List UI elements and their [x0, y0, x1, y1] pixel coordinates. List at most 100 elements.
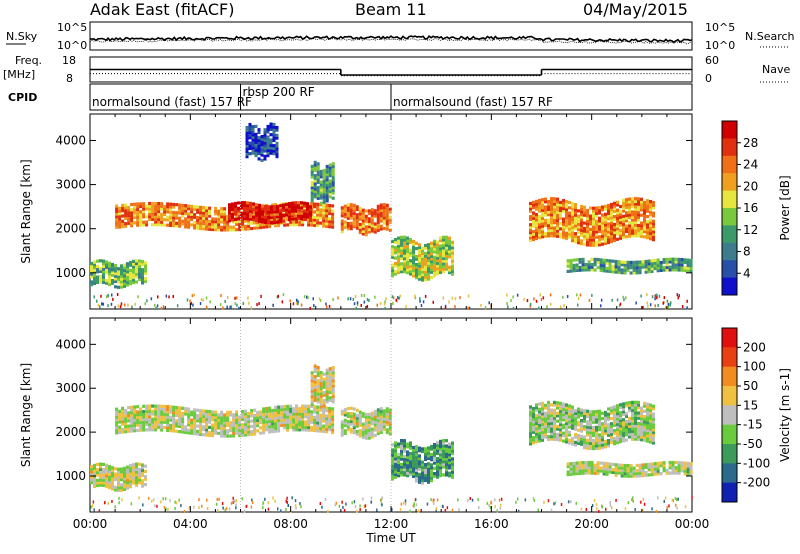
vel-panel-cell — [616, 430, 619, 434]
vel-panel-cell — [550, 421, 553, 425]
power-panel-cell — [196, 208, 200, 212]
vel-panel-cell — [127, 424, 131, 428]
power-panel-cell — [617, 268, 621, 272]
vel-panel-cell — [223, 431, 227, 435]
vel-panel-cell — [235, 426, 239, 430]
power-panel-cell — [445, 235, 448, 239]
vel-panel-cell — [590, 463, 594, 467]
vel-panel-cell — [680, 469, 684, 473]
power-panel-cell — [288, 215, 291, 219]
power-panel-cell — [607, 225, 610, 229]
power-panel-cell — [322, 179, 326, 183]
power-panel-cell — [568, 216, 571, 220]
power-panel-cell — [226, 225, 230, 229]
vel-panel-cell — [157, 417, 161, 421]
vel-panel-cell — [223, 426, 227, 430]
power-panel-cell — [403, 243, 406, 247]
vel-panel-cell — [529, 431, 532, 435]
power-panel-cell — [309, 208, 312, 212]
power-panel-cell — [138, 275, 141, 279]
vel-panel-cell — [199, 424, 203, 429]
vel-panel-cell — [553, 424, 556, 428]
vel-panel-cell — [135, 465, 138, 469]
power-panel-cell — [343, 212, 347, 216]
power-panel-cell — [433, 266, 436, 270]
vel-panel-cell — [631, 400, 634, 404]
vel-panel-cell — [385, 407, 389, 411]
vel-panel-cell — [568, 433, 571, 437]
power-panel-cell — [677, 263, 681, 267]
vel-panel-cell — [625, 427, 628, 432]
power-panel-cell — [364, 227, 368, 232]
vel-panel-cell — [674, 471, 678, 475]
power-panel-cell — [257, 146, 261, 150]
power-panel-cell — [569, 264, 573, 268]
power-panel-cell — [394, 248, 397, 252]
power-panel-cell — [331, 175, 335, 179]
power-panel-cell — [604, 236, 607, 240]
vel-panel-cell — [532, 409, 535, 413]
vel-panel-cell — [114, 467, 117, 471]
vel-panel-noise — [496, 509, 498, 513]
power-panel-cell — [412, 261, 415, 265]
power-panel-cell — [634, 215, 637, 219]
vel-panel-cell — [409, 451, 412, 456]
power-panel-cell — [108, 261, 111, 265]
vel-panel-cell — [646, 413, 649, 417]
power-panel-cell — [550, 213, 553, 217]
vel-panel-cell — [127, 406, 131, 410]
vel-panel-cell — [187, 420, 191, 424]
vel-panel-cell — [265, 422, 269, 426]
vel-panel-cell — [148, 422, 152, 427]
power-panel-cell — [403, 251, 406, 255]
power-panel-cell — [121, 225, 125, 229]
vel-panel-cell — [102, 470, 105, 474]
vel-panel-xtick-label: 04:00 — [173, 517, 208, 531]
vel-panel-cell — [127, 413, 131, 418]
freq-label-1: Freq. — [15, 54, 42, 67]
vel-panel-cell — [616, 404, 619, 408]
vel-panel-cell — [283, 405, 287, 409]
vel-panel-cell — [643, 428, 646, 432]
vel-panel-cell — [574, 427, 577, 431]
power-panel-cell — [126, 278, 129, 282]
vel-panel-cell — [313, 390, 317, 395]
vel-panel-noise — [174, 507, 176, 510]
power-panel-cell — [172, 205, 176, 209]
vel-panel-cell — [418, 446, 421, 450]
power-panel-cell — [553, 197, 556, 201]
power-panel-noise — [247, 296, 249, 300]
vel-panel-cell — [535, 416, 538, 420]
power-panel-cell — [532, 237, 535, 242]
vel-panel-cell — [622, 439, 625, 443]
power-panel-cell — [240, 214, 243, 218]
vel-panel-cell — [595, 428, 598, 432]
power-panel-cell — [322, 219, 326, 223]
power-panel-ytick-label: 4000 — [55, 133, 86, 147]
power-panel-cell — [580, 223, 583, 227]
power-panel-cell — [427, 266, 430, 271]
power-panel-cell — [409, 267, 412, 271]
power-panel-cell — [541, 232, 544, 236]
vel-panel-cell — [559, 409, 562, 413]
power-panel-cell — [571, 231, 574, 235]
vel-panel-cell — [605, 472, 609, 476]
vel-panel-cell — [439, 442, 442, 446]
power-panel-cell — [313, 179, 317, 183]
power-panel-cell — [274, 203, 278, 207]
power-panel-noise — [107, 304, 109, 308]
power-panel-cell — [117, 277, 120, 281]
power-panel-cell — [331, 183, 335, 187]
power-panel-cell — [349, 224, 353, 228]
power-panel-cell — [343, 225, 347, 229]
vel-panel-cell — [241, 423, 245, 427]
power-panel-cell — [343, 204, 347, 208]
power-panel-cell — [316, 186, 320, 190]
power-panel-cell — [631, 221, 634, 225]
vel-panel-noise — [675, 503, 677, 507]
power-panel-noise — [625, 296, 627, 300]
vel-panel-cell — [322, 377, 326, 381]
vel-panel-cell — [406, 461, 409, 465]
vel-panel-cell — [424, 455, 427, 459]
vel-panel-cell — [529, 410, 532, 414]
